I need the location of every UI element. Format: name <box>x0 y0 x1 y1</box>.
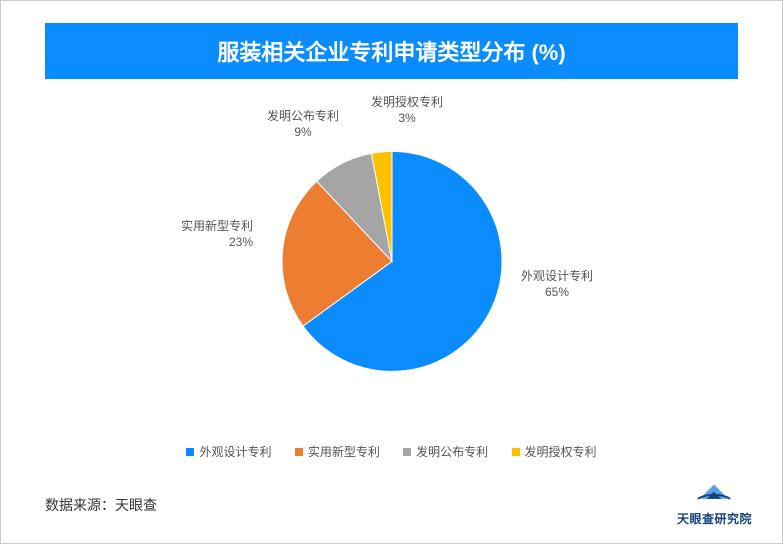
chart-title-text: 服装相关企业专利申请类型分布 (%) <box>217 40 565 65</box>
slice-label-3: 发明授权专利 3% <box>371 95 443 126</box>
legend-swatch-0 <box>186 448 194 456</box>
legend: 外观设计专利 实用新型专利 发明公布专利 发明授权专利 <box>1 443 782 460</box>
legend-item-3: 发明授权专利 <box>512 443 597 460</box>
brand-logo-icon <box>696 475 732 503</box>
brand-text: 天眼查研究院 <box>677 510 752 527</box>
legend-item-1: 实用新型专利 <box>295 443 380 460</box>
slice-label-1: 实用新型专利 23% <box>181 219 253 250</box>
legend-swatch-1 <box>295 448 303 456</box>
legend-swatch-3 <box>512 448 520 456</box>
legend-swatch-2 <box>403 448 411 456</box>
slice-label-2: 发明公布专利 9% <box>267 109 339 140</box>
legend-item-0: 外观设计专利 <box>186 443 271 460</box>
brand-block: 天眼查研究院 <box>677 475 752 527</box>
chart-title: 服装相关企业专利申请类型分布 (%) <box>45 23 738 79</box>
slice-label-0: 外观设计专利 65% <box>521 269 593 300</box>
data-source: 数据来源：天眼查 <box>45 495 157 515</box>
pie-chart <box>272 141 512 386</box>
chart-area: 外观设计专利 65% 实用新型专利 23% 发明公布专利 9% 发明授权专利 3… <box>1 79 782 439</box>
legend-item-2: 发明公布专利 <box>403 443 488 460</box>
